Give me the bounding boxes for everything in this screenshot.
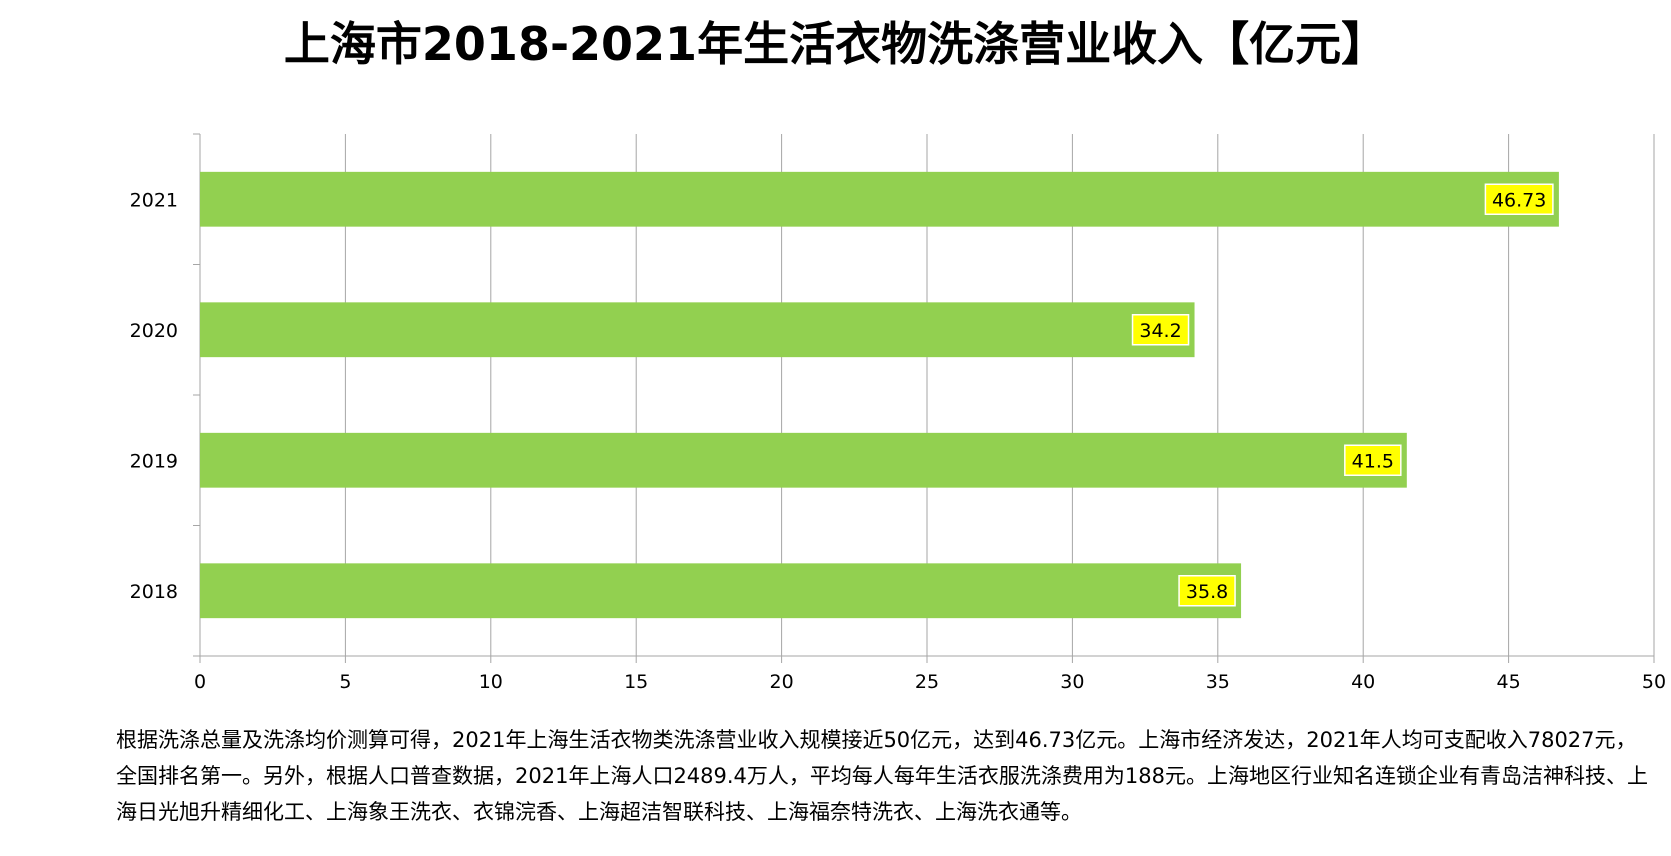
y-tick-label: 2018 (130, 581, 178, 603)
x-tick-label: 10 (479, 671, 503, 693)
x-tick-label: 5 (339, 671, 351, 693)
x-tick-label: 35 (1206, 671, 1230, 693)
x-tick-label: 50 (1642, 671, 1666, 693)
data-label: 46.73 (1492, 189, 1546, 211)
x-tick-label: 0 (194, 671, 206, 693)
data-label: 35.8 (1186, 581, 1228, 603)
x-tick-label: 45 (1497, 671, 1521, 693)
bar (200, 302, 1195, 358)
data-label: 41.5 (1352, 450, 1394, 472)
x-tick-label: 15 (624, 671, 648, 693)
data-label-box (1484, 183, 1554, 215)
bars (200, 171, 1559, 619)
x-tick-label: 40 (1351, 671, 1375, 693)
bar (200, 432, 1407, 488)
data-label-box (1344, 444, 1402, 476)
data-label: 34.2 (1139, 320, 1181, 342)
x-tick-label: 25 (915, 671, 939, 693)
data-label-box (1131, 314, 1190, 346)
data-label-box (1178, 575, 1236, 607)
bar (200, 563, 1242, 619)
bar (200, 171, 1559, 227)
x-tick-label: 30 (1060, 671, 1084, 693)
y-tick-label: 2020 (130, 320, 178, 342)
bar-chart: 0 5 10 15 20 25 30 35 40 45 50 2021 2020 2019 2018 46… (130, 133, 1666, 693)
x-tick-labels: 0 5 10 15 20 25 30 35 40 45 50 (194, 671, 1666, 693)
y-tick-label: 2019 (130, 450, 178, 472)
y-tick-labels: 2021 2020 2019 2018 (130, 189, 178, 603)
chart-title: 上海市2018-2021年生活衣物洗涤营业收入【亿元】 (283, 17, 1388, 71)
data-labels: 46.73 34.2 41.5 35.8 (1131, 183, 1554, 607)
description-text: 根据洗涤总量及洗涤均价测算可得，2021年上海生活衣物类洗涤营业收入规模接近50… (116, 728, 1648, 824)
x-tick-label: 20 (770, 671, 794, 693)
y-tick-label: 2021 (130, 189, 178, 211)
